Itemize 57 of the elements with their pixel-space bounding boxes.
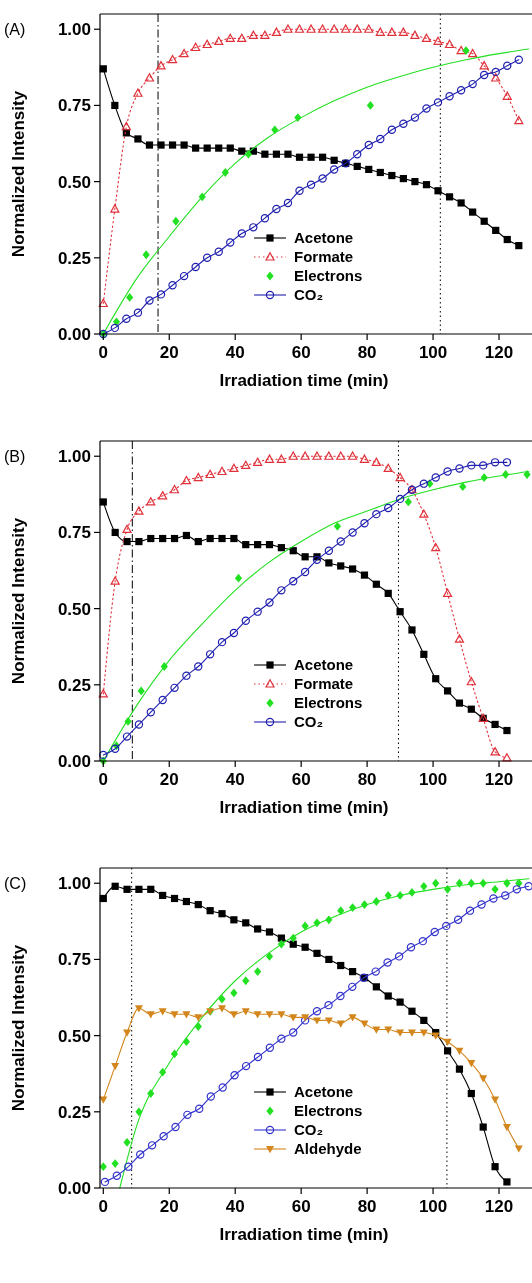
- x-tick-label: 0: [98, 343, 109, 362]
- x-tick-label: 100: [418, 770, 448, 789]
- legend-label: Acetone: [294, 656, 354, 673]
- x-tick-label: 80: [357, 1197, 377, 1216]
- y-tick-label: 0.00: [57, 325, 91, 344]
- x-tick-label: 40: [225, 770, 245, 789]
- x-tick-label: 60: [291, 343, 311, 362]
- y-tick-label: 1.00: [57, 874, 91, 894]
- y-axis-title: Normalized Intensity: [9, 517, 28, 685]
- y-tick-label: 0.25: [57, 248, 91, 268]
- legend-label: Acetone: [294, 1083, 354, 1100]
- x-tick-label: 120: [484, 770, 514, 789]
- x-axis-title: Irradiation time (min): [219, 798, 389, 817]
- chart-title: (A): [4, 21, 26, 39]
- x-tick-label: 40: [225, 343, 245, 362]
- y-tick-label: 0.75: [57, 523, 91, 543]
- y-tick-label: 0.25: [57, 675, 91, 695]
- x-tick-label: 100: [418, 343, 448, 362]
- x-tick-label: 120: [484, 1197, 514, 1216]
- x-tick-label: 100: [418, 1197, 448, 1216]
- x-tick-label: 60: [291, 770, 311, 789]
- legend-label: Acetone: [294, 229, 354, 246]
- y-tick-label: 0.75: [57, 96, 91, 116]
- y-tick-label: 1.00: [57, 20, 91, 40]
- x-tick-label: 20: [159, 770, 179, 789]
- x-tick-label: 20: [159, 343, 179, 362]
- x-tick-label: 80: [357, 343, 377, 362]
- y-tick-label: 0.25: [57, 1102, 91, 1122]
- x-tick-label: 60: [291, 1197, 311, 1216]
- chart-title: (B): [4, 448, 26, 466]
- legend-label: CO₂: [294, 286, 324, 303]
- legend-label: Electrons: [294, 694, 363, 711]
- legend-label: CO₂: [294, 1121, 324, 1138]
- x-tick-label: 40: [225, 1197, 245, 1216]
- legend-label: CO₂: [294, 713, 324, 730]
- x-tick-label: 120: [484, 343, 514, 362]
- y-tick-label: 0.00: [57, 752, 91, 771]
- legend-label: Electrons: [294, 267, 363, 284]
- legend-label: Electrons: [294, 1102, 363, 1119]
- y-tick-label: 0.50: [57, 172, 91, 192]
- x-tick-label: 0: [98, 1197, 109, 1216]
- y-tick-label: 0.75: [57, 950, 91, 970]
- y-axis-title: Normalized Intensity: [9, 90, 28, 258]
- x-axis-title: Irradiation time (min): [219, 1225, 389, 1244]
- chart-title: (C): [4, 875, 27, 893]
- x-tick-label: 80: [357, 770, 377, 789]
- legend-label: Aldehyde: [294, 1140, 362, 1157]
- x-axis-title: Irradiation time (min): [219, 371, 389, 390]
- x-tick-label: 20: [159, 1197, 179, 1216]
- y-tick-label: 0.00: [57, 1179, 91, 1198]
- y-tick-label: 0.50: [57, 599, 91, 619]
- y-axis-title: Normalized Intensity: [9, 944, 28, 1112]
- x-tick-label: 0: [98, 770, 109, 789]
- legend-label: Formate: [294, 675, 354, 692]
- y-tick-label: 0.50: [57, 1026, 91, 1046]
- legend-label: Formate: [294, 248, 354, 265]
- y-tick-label: 1.00: [57, 447, 91, 467]
